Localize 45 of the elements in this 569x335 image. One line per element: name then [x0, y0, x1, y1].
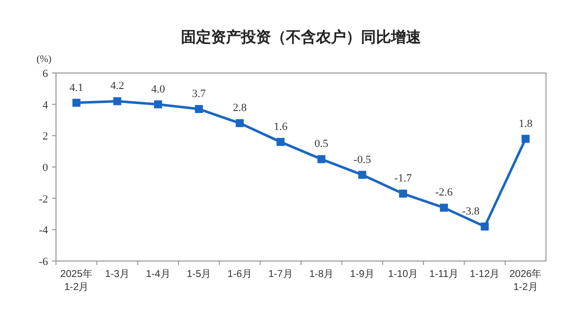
point — [440, 204, 448, 212]
point — [317, 155, 326, 164]
point — [276, 138, 285, 146]
point — [72, 98, 80, 107]
x-tick-label: 1-8月 — [309, 269, 334, 280]
x-tick-label: 1-3月 — [105, 269, 130, 280]
x-tick-label: 1-7月 — [268, 269, 293, 280]
data-label: -1.7 — [394, 172, 412, 185]
point — [399, 190, 408, 198]
point — [522, 134, 530, 143]
data-label: 3.7 — [192, 88, 206, 100]
point — [358, 170, 366, 179]
x-tick-label: 1-9月 — [350, 269, 374, 280]
y-tick-label: 4 — [42, 99, 48, 112]
y-tick-label: 2 — [42, 130, 48, 143]
data-label: -3.8 — [462, 206, 480, 218]
point — [480, 222, 489, 231]
data-label: -0.5 — [354, 154, 372, 166]
data-label: 4.1 — [70, 82, 84, 94]
point — [154, 100, 162, 108]
data-label: -2.6 — [435, 186, 454, 199]
x-tick-label: 1-5月 — [186, 269, 212, 280]
y-tick-label: -4 — [38, 224, 48, 237]
x-tick-label: 1-10月 — [388, 269, 418, 280]
y-tick-label: -6 — [38, 256, 48, 268]
data-label: 4.2 — [110, 80, 124, 92]
x-tick-label: 1-11月 — [429, 269, 459, 280]
data-label: 1.8 — [518, 118, 533, 130]
data-label: 1.6 — [274, 120, 288, 133]
x-tick-label: 1-6月 — [228, 269, 252, 280]
x-tick-label: 2025年 1-2月 — [60, 268, 93, 293]
point — [194, 105, 203, 114]
x-tick-label: 1-12月 — [470, 269, 500, 280]
point — [236, 119, 244, 128]
data-label: 0.5 — [314, 138, 329, 150]
chart-title: 固定资产投资（不含农户）同比增速 — [181, 28, 422, 46]
y-tick-label: 6 — [42, 68, 48, 80]
x-tick-label: 1-4月 — [146, 269, 170, 280]
y-tick-label: 0 — [42, 162, 48, 174]
x-tick-label: 2026年 1-2月 — [509, 268, 542, 293]
data-label: 4.0 — [151, 83, 166, 96]
y-axis-title: (%) — [36, 54, 52, 65]
data-label: 2.8 — [232, 102, 248, 114]
point — [113, 97, 122, 106]
y-tick-label: -2 — [38, 193, 48, 206]
